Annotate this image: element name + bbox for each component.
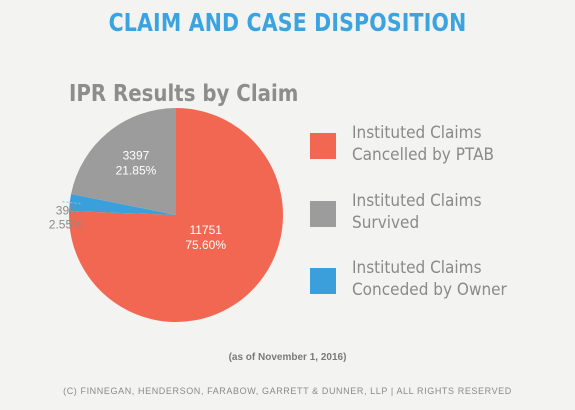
legend-swatch-cancelled bbox=[310, 133, 336, 159]
data-label-conceded-percent: 2.55% bbox=[49, 218, 83, 232]
chart-title: IPR Results by Claim bbox=[69, 81, 299, 107]
legend-item-survived: Instituted Claims Survived bbox=[310, 188, 560, 238]
data-label-cancelled-value: 11751 bbox=[189, 223, 222, 237]
legend-swatch-conceded bbox=[310, 268, 336, 294]
as-of-note: (as of November 1, 2016) bbox=[228, 352, 347, 363]
pie-slice-conceded bbox=[69, 193, 176, 215]
data-label-survived-percent: 21.85% bbox=[116, 164, 157, 178]
legend-item-conceded: Instituted Claims Conceded by Owner bbox=[310, 255, 560, 305]
data-label-cancelled-percent: 75.60% bbox=[185, 238, 226, 252]
legend-label-conceded: Instituted Claims Conceded by Owner bbox=[352, 258, 507, 300]
data-label-conceded-value: 396 bbox=[56, 204, 76, 218]
leader-line-conceded bbox=[61, 201, 81, 205]
copyright-footer: (C) FINNEGAN, HENDERSON, FARABOW, GARRET… bbox=[63, 386, 512, 396]
legend-item-cancelled: Instituted Claims Cancelled by PTAB bbox=[310, 120, 560, 170]
legend-label-cancelled: Instituted Claims Cancelled by PTAB bbox=[352, 123, 495, 165]
page-title: CLAIM AND CASE DISPOSITION bbox=[108, 8, 467, 37]
data-label-survived-value: 3397 bbox=[123, 149, 150, 163]
legend-label-survived: Instituted Claims Survived bbox=[352, 191, 482, 233]
pie-slice-survived bbox=[71, 108, 176, 215]
legend-swatch-survived bbox=[310, 201, 336, 227]
